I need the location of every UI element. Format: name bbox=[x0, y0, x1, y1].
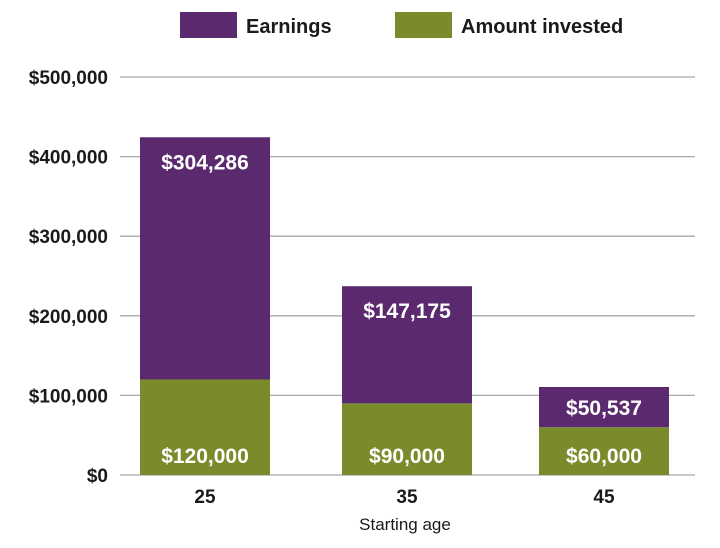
x-tick-label: 25 bbox=[194, 487, 216, 508]
y-tick-label: $0 bbox=[87, 466, 108, 487]
y-axis-tick-labels: $0 $100,000 $200,000 $300,000 $400,000 $500,0… bbox=[29, 68, 108, 487]
y-tick-label: $100,000 bbox=[29, 386, 108, 407]
invested-bar-segment bbox=[539, 427, 669, 475]
y-tick-label: $400,000 bbox=[29, 148, 108, 169]
earnings-bar-segment bbox=[140, 137, 270, 380]
invested-data-label: $120,000 bbox=[161, 445, 249, 468]
earnings-bar-segment bbox=[342, 286, 472, 404]
legend-swatch bbox=[180, 12, 237, 38]
x-tick-label: 45 bbox=[593, 487, 615, 508]
y-tick-label: $300,000 bbox=[29, 227, 108, 248]
y-tick-label: $200,000 bbox=[29, 307, 108, 328]
invested-bar-segment bbox=[140, 379, 270, 475]
bars: $120,000 $304,286 $90,000 $147,175 $60,000 $5… bbox=[140, 137, 669, 475]
x-axis-tick-labels: 25 35 45 bbox=[194, 487, 615, 508]
y-tick-label: $500,000 bbox=[29, 68, 108, 89]
legend-label: Earnings bbox=[246, 16, 332, 38]
invested-data-label: $60,000 bbox=[566, 445, 642, 468]
earnings-data-label: $304,286 bbox=[161, 151, 249, 174]
earnings-data-label: $147,175 bbox=[363, 300, 451, 323]
invested-data-label: $90,000 bbox=[369, 445, 445, 468]
legend-swatch bbox=[395, 12, 452, 38]
x-axis-title: Starting age bbox=[359, 515, 451, 534]
legend: Earnings Amount invested bbox=[180, 12, 623, 38]
x-tick-label: 35 bbox=[396, 487, 418, 508]
invested-bar-segment bbox=[342, 403, 472, 475]
earnings-data-label: $50,537 bbox=[566, 397, 642, 420]
earnings-bar-segment bbox=[539, 387, 669, 428]
legend-label: Amount invested bbox=[461, 16, 623, 38]
